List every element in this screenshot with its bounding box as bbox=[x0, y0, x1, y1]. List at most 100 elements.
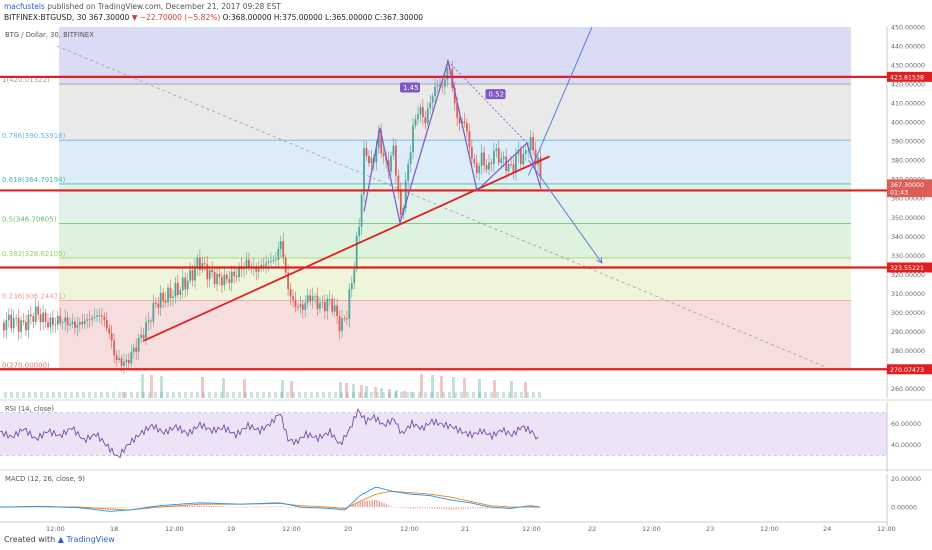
candle-body bbox=[159, 292, 162, 308]
macd-histogram-bar bbox=[472, 507, 474, 509]
volume-bar bbox=[256, 392, 259, 398]
macd-pane: 20.00000 0.00000 MACD (12, 26, close, 9) bbox=[0, 469, 932, 526]
volume-bar bbox=[403, 391, 406, 398]
time-tick-label: 12:00 bbox=[46, 525, 65, 533]
volume-bar bbox=[524, 382, 527, 398]
ratio-label-box bbox=[485, 89, 506, 100]
price-tick-label: 340.00000 bbox=[891, 234, 925, 241]
macd-histogram-bar bbox=[376, 500, 378, 508]
volume-bar bbox=[232, 392, 235, 398]
price-tick-label: 300.00000 bbox=[891, 310, 925, 317]
macd-histogram-bar bbox=[222, 506, 224, 508]
macd-histogram-bar bbox=[530, 505, 532, 508]
macd-histogram-bar bbox=[431, 507, 433, 509]
macd-histogram-bar bbox=[208, 505, 210, 508]
macd-histogram-bar bbox=[47, 506, 49, 508]
candle-body bbox=[181, 277, 184, 291]
volume-bar bbox=[64, 392, 67, 398]
candle-body bbox=[69, 324, 71, 326]
volume-bar bbox=[526, 392, 529, 398]
macd-histogram-bar bbox=[414, 507, 416, 509]
macd-histogram-bar bbox=[539, 507, 541, 508]
macd-histogram-bar bbox=[124, 507, 126, 508]
macd-histogram-bar bbox=[52, 507, 54, 508]
volume-bar bbox=[82, 392, 85, 398]
candle-body bbox=[140, 334, 142, 338]
candle-body bbox=[81, 322, 84, 325]
macd-histogram-bar bbox=[398, 507, 400, 508]
macd-histogram-bar bbox=[148, 506, 150, 508]
volume-bar bbox=[190, 392, 193, 398]
volume-bar bbox=[4, 392, 7, 398]
macd-histogram-bar bbox=[462, 507, 464, 510]
macd-histogram-bar bbox=[374, 500, 376, 508]
candle-body bbox=[409, 152, 412, 165]
rsi-title: RSI (14, close) bbox=[5, 405, 54, 413]
price-change: ▼ −22.70000 (−5.82%) bbox=[131, 13, 221, 22]
macd-histogram-bar bbox=[246, 506, 248, 508]
candle-body bbox=[297, 307, 299, 308]
macd-histogram-bar bbox=[114, 507, 116, 509]
candle-body bbox=[47, 322, 49, 328]
macd-histogram-bar bbox=[383, 503, 385, 508]
fib-band bbox=[59, 223, 851, 258]
candle-body bbox=[230, 271, 233, 283]
tradingview-brand[interactable]: TradingView bbox=[66, 535, 115, 544]
candle-body bbox=[524, 150, 527, 154]
macd-histogram-bar bbox=[201, 505, 203, 508]
price-tick-label: 280.00000 bbox=[891, 348, 925, 355]
macd-histogram-bar bbox=[446, 507, 448, 510]
macd-histogram-bar bbox=[141, 506, 143, 508]
candle-body bbox=[331, 298, 334, 312]
candle-body bbox=[319, 303, 321, 309]
macd-histogram-bar bbox=[491, 507, 493, 509]
macd-histogram-bar bbox=[146, 506, 148, 508]
candle-body bbox=[306, 295, 309, 303]
macd-histogram-bar bbox=[138, 506, 140, 508]
price-tick-label: 360.00000 bbox=[891, 196, 925, 203]
macd-histogram-bar bbox=[230, 506, 232, 508]
macd-histogram-bar bbox=[486, 507, 488, 509]
ratio-label: 1.45 bbox=[403, 84, 419, 92]
volume-bar bbox=[406, 392, 409, 398]
macd-histogram-bar bbox=[225, 506, 227, 508]
rsi-tick-label: 60.00000 bbox=[891, 421, 921, 428]
macd-histogram-bar bbox=[407, 507, 409, 509]
macd-histogram-bar bbox=[292, 507, 294, 508]
volume-bar bbox=[360, 385, 363, 398]
macd-histogram-bar bbox=[467, 507, 469, 509]
candle-body bbox=[370, 157, 373, 164]
author-link[interactable]: macfustels bbox=[4, 2, 45, 11]
fib-level-label: 0.618(364.79194) bbox=[2, 176, 66, 184]
macd-histogram-bar bbox=[194, 505, 196, 508]
volume-bar bbox=[310, 392, 313, 398]
volume-bar bbox=[290, 381, 293, 398]
pane-title: BTG / Dollar, 30, BITFINEX bbox=[5, 31, 94, 39]
macd-tick-label: 20.00000 bbox=[891, 476, 921, 483]
volume-bar bbox=[460, 392, 463, 398]
volume-bar bbox=[328, 392, 331, 398]
macd-histogram-bar bbox=[287, 507, 289, 508]
candle-body bbox=[426, 108, 429, 124]
candle-body bbox=[103, 316, 106, 321]
tradingview-logo[interactable]: ▲ bbox=[57, 535, 64, 544]
candle-body bbox=[123, 361, 125, 366]
macd-histogram-bar bbox=[261, 506, 263, 508]
volume-bar bbox=[345, 383, 348, 398]
macd-histogram-bar bbox=[371, 500, 373, 508]
candle-body bbox=[272, 260, 275, 262]
candle-body bbox=[83, 320, 86, 325]
macd-histogram-bar bbox=[45, 506, 47, 508]
price-tick-label: 420.00000 bbox=[891, 82, 925, 89]
macd-histogram-bar bbox=[484, 507, 486, 509]
rsi-pane: 60.00000 40.00000 RSI (14, close) bbox=[0, 399, 932, 472]
macd-histogram-bar bbox=[426, 507, 428, 509]
volume-bar bbox=[281, 380, 284, 398]
candle-body bbox=[152, 302, 155, 322]
candle-body bbox=[446, 68, 449, 80]
candle-body bbox=[120, 358, 123, 366]
candle-body bbox=[34, 306, 37, 322]
volume-bar bbox=[160, 392, 163, 398]
macd-histogram-bar bbox=[354, 503, 356, 508]
